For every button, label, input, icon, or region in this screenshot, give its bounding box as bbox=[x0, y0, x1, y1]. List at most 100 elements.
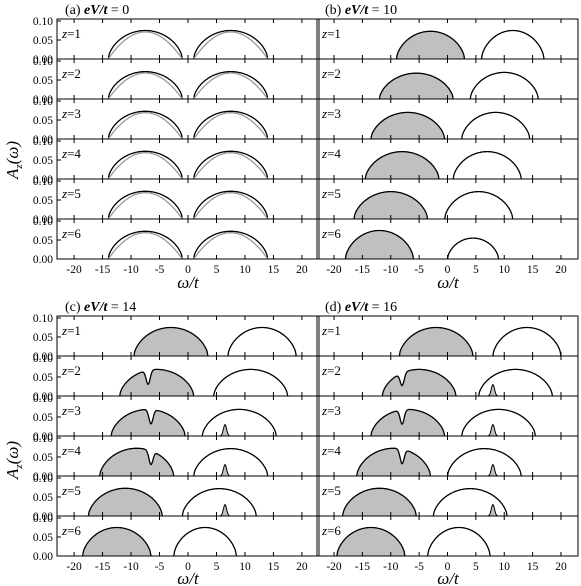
layer-z2: z=2 0.00 0.05 0.10 bbox=[33, 56, 320, 106]
layer-label: z=5 bbox=[321, 483, 341, 498]
layer-frame bbox=[316, 395, 579, 437]
lower-band-fill bbox=[396, 31, 465, 59]
spike-peak bbox=[218, 503, 232, 517]
lower-band-curve bbox=[107, 230, 183, 260]
upper-band-fill bbox=[202, 409, 276, 436]
layer-z6: z=6 0.00 0.05 0.10 bbox=[33, 513, 320, 563]
lower-band-fill bbox=[336, 527, 405, 556]
layer-label: z=4 bbox=[61, 146, 81, 161]
upper-band-reference-curve bbox=[193, 111, 269, 140]
upper-band-reference-curve bbox=[193, 31, 269, 60]
lower-band-curve bbox=[395, 30, 466, 60]
lower-band-fill bbox=[365, 151, 439, 179]
x-tick-label: -10 bbox=[383, 264, 399, 276]
layer-label: z=2 bbox=[321, 66, 341, 81]
x-tick-label: 5 bbox=[473, 561, 479, 573]
x-tick-label: -20 bbox=[326, 561, 342, 573]
lower-band-curve bbox=[364, 150, 440, 180]
layer-label: z=2 bbox=[61, 363, 81, 378]
x-tick-label: -10 bbox=[383, 561, 399, 573]
lower-band-curve bbox=[378, 72, 454, 100]
y-tick-label: 0.00 bbox=[33, 551, 53, 563]
x-tick-label: 10 bbox=[239, 561, 251, 573]
y-axis-label-bottom: Az(ω) bbox=[3, 441, 25, 480]
x-tick-label: -5 bbox=[414, 264, 424, 276]
upper-band-curve bbox=[193, 190, 269, 220]
spike-peak bbox=[218, 423, 232, 437]
upper-band-fill bbox=[228, 328, 296, 357]
panel-b: (b) eV/t = 10 z=1 z=2 z=3 z=4 z=5 z=6 -20 -15 -10… bbox=[316, 3, 579, 276]
y-tick-label: 0.10 bbox=[33, 136, 53, 148]
y-tick-label: 0.00 bbox=[33, 134, 53, 146]
layer-label: z=3 bbox=[321, 106, 341, 121]
lower-band-fill bbox=[370, 409, 445, 436]
lower-band-fill bbox=[356, 448, 431, 476]
layer-label: z=4 bbox=[321, 443, 341, 458]
x-tick-label: -5 bbox=[155, 561, 165, 573]
y-tick-label: 0.05 bbox=[33, 35, 53, 47]
x-tick-label: 10 bbox=[498, 561, 510, 573]
x-axis-label-top-left: ω/t bbox=[177, 273, 200, 292]
lower-band-fill bbox=[88, 488, 163, 516]
layer-label: z=2 bbox=[321, 363, 341, 378]
layer-z6: z=6 0.00 0.05 0.10 bbox=[33, 216, 320, 266]
upper-band-reference-curve bbox=[193, 72, 269, 100]
upper-band-curve bbox=[201, 408, 277, 437]
lower-band-curve bbox=[99, 447, 175, 477]
panel-d: (d) eV/t = 16 z=1 z=2 z=3 z=4 z=5 z=6 -20 -15 -10… bbox=[316, 300, 579, 573]
y-tick-label: 0.05 bbox=[33, 452, 53, 464]
layer-z5: z=5 bbox=[316, 475, 579, 517]
lower-band-curve bbox=[353, 190, 429, 220]
x-tick-label: -15 bbox=[355, 561, 371, 573]
x-tick-label: 20 bbox=[296, 561, 308, 573]
upper-band-fill bbox=[462, 112, 530, 139]
y-tick-label: 0.00 bbox=[33, 391, 53, 403]
lower-band-curve bbox=[81, 526, 152, 557]
x-tick-label: -10 bbox=[123, 264, 139, 276]
upper-band-fill bbox=[453, 152, 521, 179]
y-tick-label: 0.00 bbox=[33, 351, 53, 363]
y-tick-label: 0.05 bbox=[33, 412, 53, 424]
panel-title: (b) eV/t = 10 bbox=[325, 3, 397, 18]
upper-band-curve bbox=[173, 526, 238, 557]
layer-label: z=1 bbox=[321, 26, 341, 41]
lower-band-fill bbox=[342, 488, 417, 516]
lower-band-fill bbox=[370, 112, 445, 139]
layer-frame bbox=[56, 98, 320, 140]
layer-label: z=3 bbox=[321, 403, 341, 418]
layer-frame bbox=[56, 218, 320, 260]
y-tick-label: 0.10 bbox=[33, 16, 53, 28]
layer-label: z=6 bbox=[321, 523, 341, 538]
lower-band-curve bbox=[341, 487, 417, 517]
lower-band-curve bbox=[110, 408, 186, 437]
panel-title: (d) eV/t = 16 bbox=[325, 300, 397, 315]
spike-peak bbox=[486, 383, 500, 397]
x-tick-label: -15 bbox=[95, 561, 111, 573]
lower-band-curve bbox=[119, 368, 195, 397]
lower-band-curve bbox=[336, 526, 406, 557]
y-tick-label: 0.00 bbox=[33, 174, 53, 186]
y-tick-label: 0.05 bbox=[33, 75, 53, 87]
lower-band-curve bbox=[107, 70, 183, 100]
x-tick-label: 0 bbox=[445, 561, 451, 573]
upper-band-fill bbox=[214, 369, 288, 396]
upper-band-curve bbox=[426, 526, 491, 557]
panel-a: (a) eV/t = 0 z=1 0.00 0.05 0.10 z=2 0.00 0.05 0.… bbox=[33, 3, 320, 276]
lower-band-fill bbox=[382, 369, 456, 396]
layer-label: z=1 bbox=[61, 323, 81, 338]
upper-band-curve bbox=[193, 230, 269, 260]
lower-band-curve bbox=[370, 408, 446, 437]
lower-band-fill bbox=[379, 73, 454, 99]
lower-band-fill bbox=[353, 191, 428, 219]
y-tick-label: 0.05 bbox=[33, 115, 53, 127]
spike-peak bbox=[486, 463, 500, 477]
lower-band-curve bbox=[107, 150, 183, 180]
lower-band-reference-curve bbox=[107, 191, 183, 220]
layer-z2: z=2 bbox=[316, 58, 579, 100]
lower-band-fill bbox=[399, 327, 473, 356]
lower-band-curve bbox=[356, 447, 432, 477]
x-tick-label: -20 bbox=[66, 561, 82, 573]
upper-band-fill bbox=[428, 528, 491, 557]
upper-band-fill bbox=[448, 238, 499, 259]
lower-band-reference-curve bbox=[107, 72, 183, 100]
